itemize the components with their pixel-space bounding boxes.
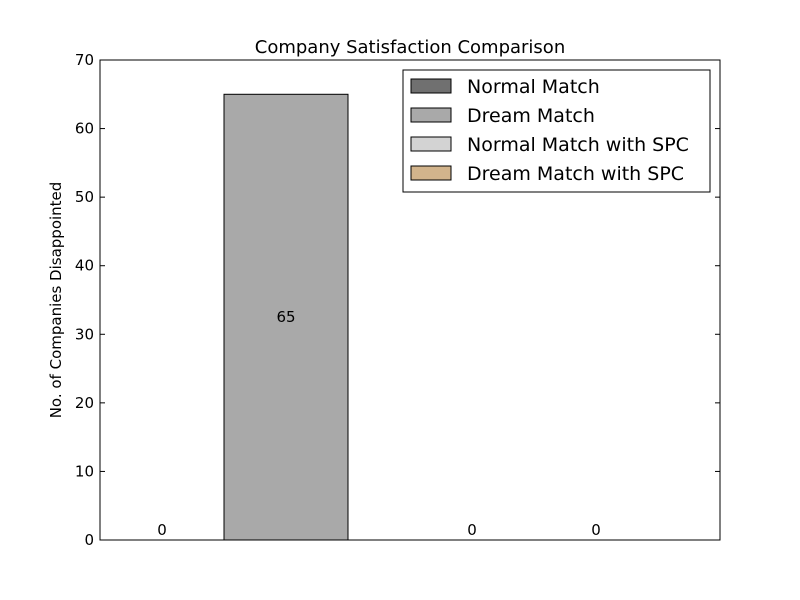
data-label: 0: [591, 521, 601, 539]
data-label: 0: [157, 521, 167, 539]
legend-swatch: [410, 136, 452, 152]
legend-label: Normal Match: [467, 76, 600, 98]
data-label: 65: [276, 308, 295, 326]
bars: [223, 93, 349, 541]
y-tick-label: 30: [75, 325, 94, 343]
plot-frame: [99, 59, 721, 541]
y-tick-label: 60: [75, 120, 94, 138]
legend-label: Dream Match with SPC: [467, 163, 684, 185]
y-tick-label: 20: [75, 394, 94, 412]
data-labels: 0 65 0 0: [157, 308, 601, 539]
y-axis-label: No. of Companies Disappointed: [47, 182, 65, 419]
legend-label: Dream Match: [467, 105, 595, 127]
chart-title: Company Satisfaction Comparison: [255, 37, 565, 58]
legend-swatch: [410, 165, 452, 181]
y-ticks: 0 10 20 30 40 50 60 70: [75, 51, 720, 549]
legend-swatch: [410, 78, 452, 94]
y-tick-label: 70: [75, 51, 94, 69]
y-tick-label: 50: [75, 188, 94, 206]
y-tick-label: 40: [75, 257, 94, 275]
y-tick-label: 0: [84, 531, 94, 549]
data-label: 0: [467, 521, 477, 539]
legend-label: Normal Match with SPC: [467, 134, 689, 156]
bar-dream-match: [223, 93, 349, 541]
legend-swatch: [410, 107, 452, 123]
legend-box: [402, 69, 711, 193]
y-tick-label: 10: [75, 462, 94, 480]
legend: Normal Match Dream Match Normal Match with…: [402, 69, 711, 193]
